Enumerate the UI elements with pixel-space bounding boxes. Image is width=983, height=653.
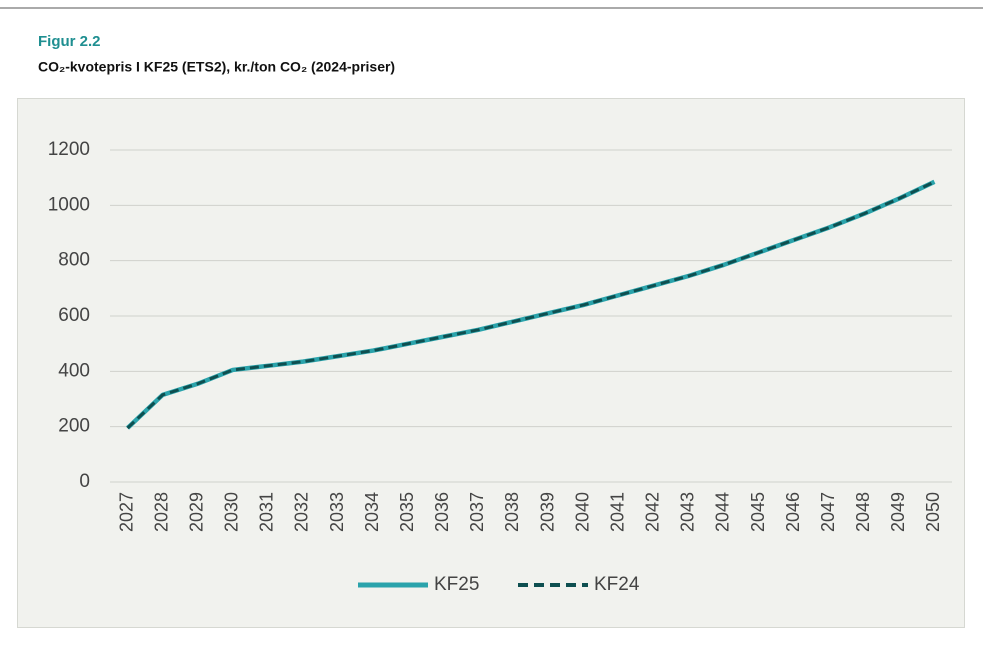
x-tick-label: 2047 [818,492,838,532]
x-tick-label: 2044 [713,492,733,532]
x-tick-label: 2046 [783,492,803,532]
legend-label: KF24 [594,574,640,595]
x-tick-label: 2029 [186,492,206,532]
y-tick-label: 1000 [48,194,90,215]
y-tick-label: 400 [58,360,90,381]
y-tick-label: 1200 [48,139,90,160]
x-tick-label: 2031 [257,492,277,532]
x-tick-label: 2027 [116,492,136,532]
x-tick-label: 2042 [643,492,663,532]
x-tick-label: 2034 [362,492,382,532]
x-tick-label: 2036 [432,492,452,532]
x-tick-label: 2045 [748,492,768,532]
x-tick-label: 2028 [151,492,171,532]
x-tick-label: 2050 [923,492,943,532]
y-tick-label: 200 [58,416,90,437]
x-tick-label: 2032 [292,492,312,532]
chart-panel [17,98,965,628]
chart-subtitle: CO₂-kvotepris I KF25 (ETS2), kr./ton CO₂… [38,59,395,75]
x-tick-label: 2048 [853,492,873,532]
x-tick-label: 2043 [678,492,698,532]
chart-title: Figur 2.2 [38,33,101,50]
y-tick-label: 0 [79,471,90,492]
legend-label: KF25 [434,574,479,595]
x-tick-label: 2033 [327,492,347,532]
x-tick-label: 2035 [397,492,417,532]
line-series [126,180,936,430]
y-tick-label: 600 [58,305,90,326]
x-tick-label: 2030 [222,492,242,532]
x-tick-label: 2049 [888,492,908,532]
x-tick-label: 2038 [502,492,522,532]
x-tick-label: 2040 [572,492,592,532]
y-tick-label: 800 [58,250,90,271]
x-tick-label: 2041 [607,492,627,532]
x-tick-label: 2037 [467,492,487,532]
x-tick-label: 2039 [537,492,557,532]
